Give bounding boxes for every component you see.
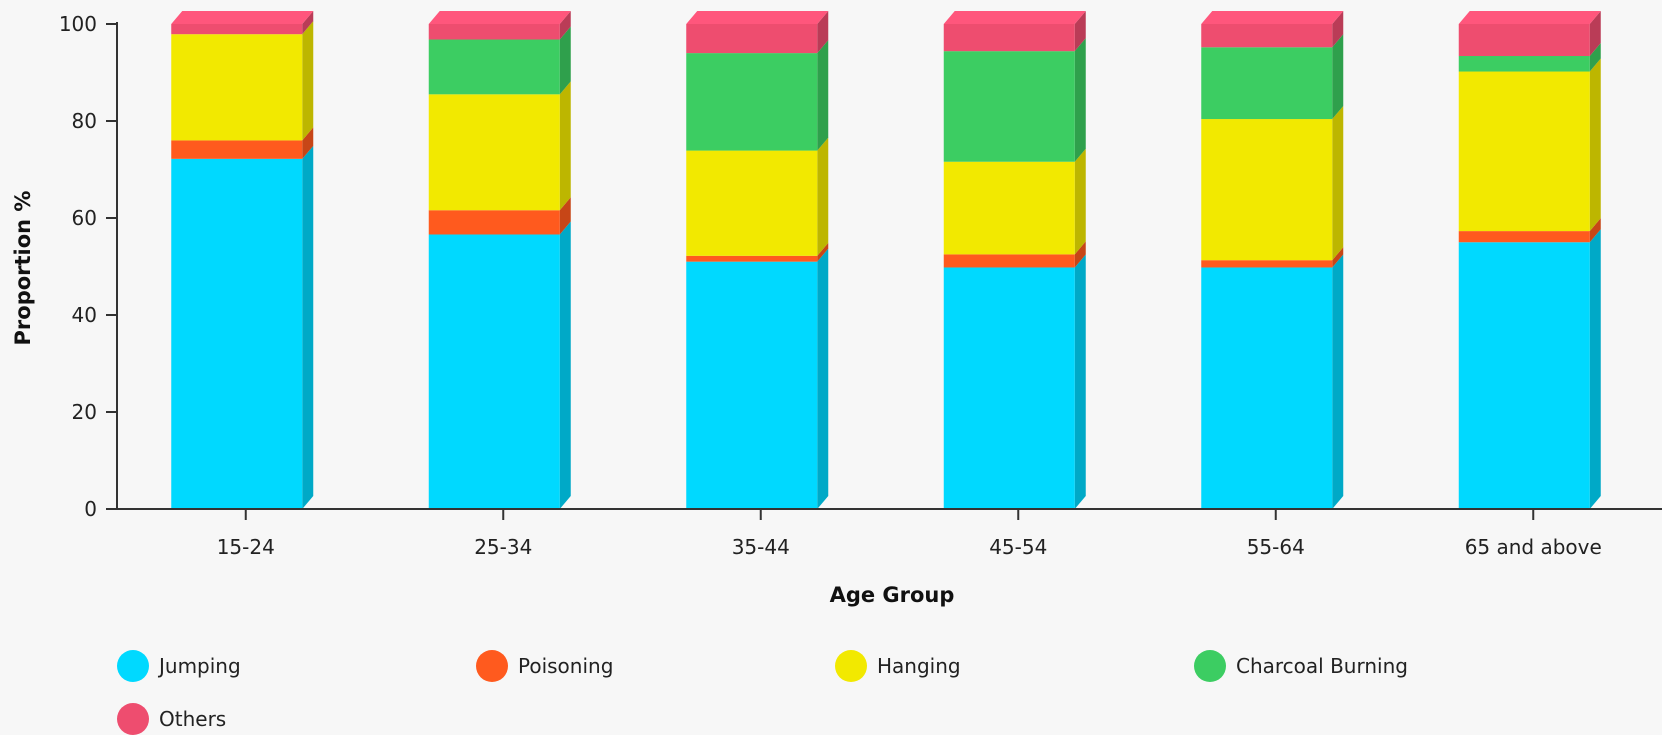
bar-side-hanging-35-44 [817, 137, 829, 256]
legend-label-jumping: Jumping [157, 654, 241, 678]
legend-swatch-poisoning [476, 650, 508, 682]
bar-poisoning-55-64[interactable] [1201, 260, 1333, 268]
bar-top-45-54 [943, 11, 1086, 24]
bar-side-jumping-25-34 [559, 221, 571, 510]
legend-swatch-hanging [835, 650, 867, 682]
bar-others-45-54[interactable] [943, 24, 1075, 52]
bar-poisoning-25-34[interactable] [428, 210, 560, 235]
legend-item-jumping[interactable]: Jumping [117, 650, 241, 682]
bar-side-others-35-44 [817, 11, 829, 54]
bar-top-55-64 [1201, 11, 1344, 24]
legend-item-poisoning[interactable]: Poisoning [476, 650, 613, 682]
legend-item-hanging[interactable]: Hanging [835, 650, 961, 682]
bar-poisoning-15-24[interactable] [171, 140, 303, 159]
legend-item-others[interactable]: Others [117, 703, 226, 735]
bar-jumping-55-64[interactable] [1201, 267, 1333, 509]
bar-charcoal-burning-35-44[interactable] [686, 53, 818, 151]
bar-side-poisoning-25-34 [559, 197, 571, 235]
y-tick-label: 100 [59, 12, 97, 36]
bar-top-25-34 [428, 11, 571, 24]
bar-top-65-and-above [1458, 11, 1601, 24]
bar-side-hanging-15-24 [302, 21, 314, 141]
bar-hanging-25-34[interactable] [428, 94, 560, 211]
y-axis-title: Proportion % [11, 191, 35, 346]
bar-hanging-15-24[interactable] [171, 34, 303, 141]
legend-label-poisoning: Poisoning [518, 654, 613, 678]
bar-side-charcoal-burning-45-54 [1074, 38, 1086, 162]
bar-poisoning-45-54[interactable] [943, 254, 1075, 268]
y-tick-label: 60 [72, 206, 97, 230]
legend-swatch-others [117, 703, 149, 735]
x-tick-label: 15-24 [217, 535, 275, 559]
bar-side-charcoal-burning-55-64 [1332, 34, 1344, 120]
bar-side-hanging-55-64 [1332, 106, 1344, 261]
bar-poisoning-65-and-above[interactable] [1458, 231, 1590, 243]
axes-group: 0 20 40 60 80 100 15-24 25-34 35-44 45-54 55-64 65 … [59, 12, 1662, 559]
y-tick-label: 20 [72, 400, 97, 424]
bar-jumping-45-54[interactable] [943, 267, 1075, 509]
x-axis-title: Age Group [830, 583, 955, 607]
bar-side-jumping-55-64 [1332, 254, 1344, 509]
bar-charcoal-burning-25-34[interactable] [428, 39, 560, 95]
bar-side-hanging-45-54 [1074, 148, 1086, 255]
legend-item-charcoal-burning[interactable]: Charcoal Burning [1194, 650, 1408, 682]
bar-poisoning-35-44[interactable] [686, 255, 818, 262]
y-tick-label: 80 [72, 109, 97, 133]
bars-group [171, 11, 1601, 510]
x-tick-label: 45-54 [989, 535, 1047, 559]
bar-side-others-25-34 [559, 11, 571, 40]
legend-label-charcoal-burning: Charcoal Burning [1236, 654, 1408, 678]
legend-label-hanging: Hanging [877, 654, 961, 678]
bar-jumping-65-and-above[interactable] [1458, 242, 1590, 509]
bar-top-35-44 [686, 11, 829, 24]
bar-others-65-and-above[interactable] [1458, 24, 1590, 57]
bar-hanging-55-64[interactable] [1201, 119, 1333, 261]
bar-side-poisoning-15-24 [302, 127, 314, 159]
bar-side-others-15-24 [302, 11, 314, 35]
bar-jumping-15-24[interactable] [171, 158, 303, 509]
bar-others-15-24[interactable] [171, 24, 303, 35]
bar-hanging-45-54[interactable] [943, 161, 1075, 255]
bar-side-poisoning-55-64 [1332, 247, 1344, 268]
legend-label-others: Others [159, 707, 226, 731]
bar-side-others-65-and-above [1589, 11, 1601, 57]
bar-others-35-44[interactable] [686, 24, 818, 54]
bar-side-charcoal-burning-25-34 [559, 26, 571, 95]
bar-side-poisoning-35-44 [817, 242, 829, 262]
y-tick-label: 40 [72, 303, 97, 327]
bar-side-others-55-64 [1332, 11, 1344, 48]
bar-side-poisoning-65-and-above [1589, 218, 1601, 243]
bar-side-hanging-25-34 [559, 81, 571, 211]
legend: Jumping Poisoning Hanging Charcoal Burning O… [117, 650, 1408, 735]
bar-charcoal-burning-45-54[interactable] [943, 51, 1075, 162]
bar-side-jumping-45-54 [1074, 254, 1086, 509]
x-tick-label: 55-64 [1247, 535, 1305, 559]
bar-charcoal-burning-65-and-above[interactable] [1458, 56, 1590, 72]
legend-swatch-charcoal-burning [1194, 650, 1226, 682]
bar-side-poisoning-45-54 [1074, 241, 1086, 268]
x-tick-label: 35-44 [732, 535, 790, 559]
bar-side-jumping-65-and-above [1589, 229, 1601, 509]
bar-side-others-45-54 [1074, 11, 1086, 52]
bar-others-55-64[interactable] [1201, 24, 1333, 48]
bar-hanging-35-44[interactable] [686, 150, 818, 256]
bar-jumping-35-44[interactable] [686, 261, 818, 509]
bar-charcoal-burning-55-64[interactable] [1201, 47, 1333, 120]
legend-swatch-jumping [117, 650, 149, 682]
bar-side-jumping-15-24 [302, 145, 314, 509]
x-tick-label: 65 and above [1465, 535, 1602, 559]
bar-jumping-25-34[interactable] [428, 234, 560, 510]
bar-side-jumping-35-44 [817, 248, 829, 509]
bar-hanging-65-and-above[interactable] [1458, 71, 1590, 232]
bar-side-charcoal-burning-35-44 [817, 40, 829, 151]
bar-side-charcoal-burning-65-and-above [1589, 43, 1601, 72]
bar-top-15-24 [171, 11, 314, 24]
x-tick-label: 25-34 [474, 535, 532, 559]
bar-others-25-34[interactable] [428, 24, 560, 40]
y-tick-label: 0 [84, 497, 97, 521]
bar-side-hanging-65-and-above [1589, 58, 1601, 232]
